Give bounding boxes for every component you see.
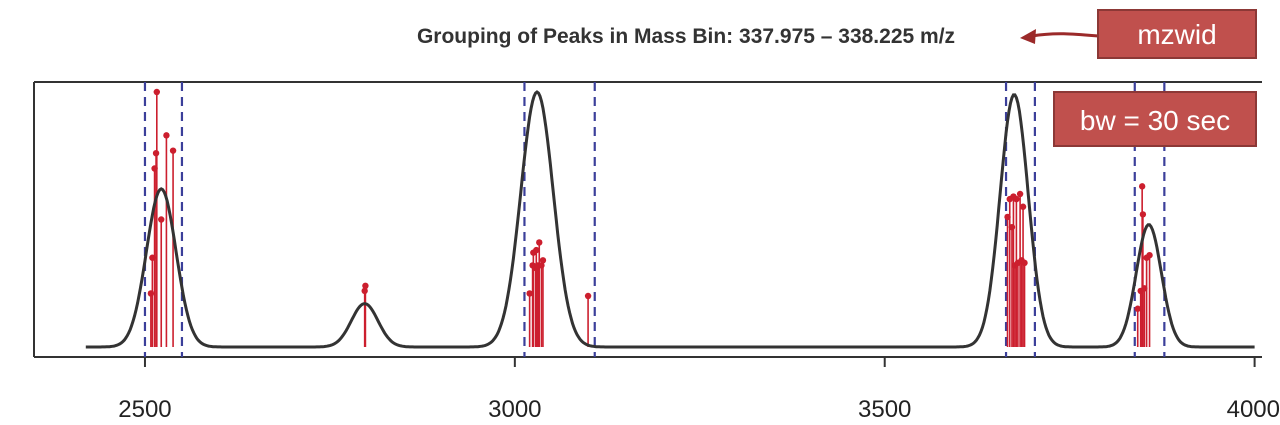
peak-point [539,257,547,264]
x-tick-label: 4000 [1227,396,1280,423]
peak-stems [147,88,1153,347]
arrow-head [1020,29,1036,44]
peak-point [1019,203,1027,210]
bandwidth-annotation: bw = 30 sec [1053,91,1257,147]
density-curve [85,90,1255,349]
mzwid-annotation: mzwid [1020,9,1257,59]
peak-point [533,246,540,254]
peak-point [584,292,592,300]
peak-point [1138,183,1146,190]
mzwid-box [1097,9,1257,59]
arrow-line [1031,32,1099,38]
chart-title: Grouping of Peaks in Mass Bin: 337.975 –… [417,25,955,48]
mzwid-label: mzwid [1137,19,1216,50]
peak-point [1146,252,1153,259]
peak-point [158,216,165,223]
peak-point [1021,259,1028,267]
plot-frame [33,81,1262,358]
x-tick-label: 3500 [858,396,911,423]
bandwidth-box [1053,91,1257,147]
peak-point [153,88,160,96]
x-tick-label: 3000 [488,396,541,423]
peak-point [1139,211,1147,218]
peak-point [1016,190,1024,198]
x-axis: 2500 3000 3500 4000 [118,357,1280,423]
peak-point [163,132,170,139]
peak-point [362,282,369,289]
peak-point [526,290,533,297]
peak-point [1013,195,1020,203]
peak-point [169,147,177,154]
x-tick-label: 2500 [118,396,171,423]
bandwidth-label: bw = 30 sec [1080,105,1230,136]
peak-point [536,239,543,246]
peak-point [1134,305,1141,312]
